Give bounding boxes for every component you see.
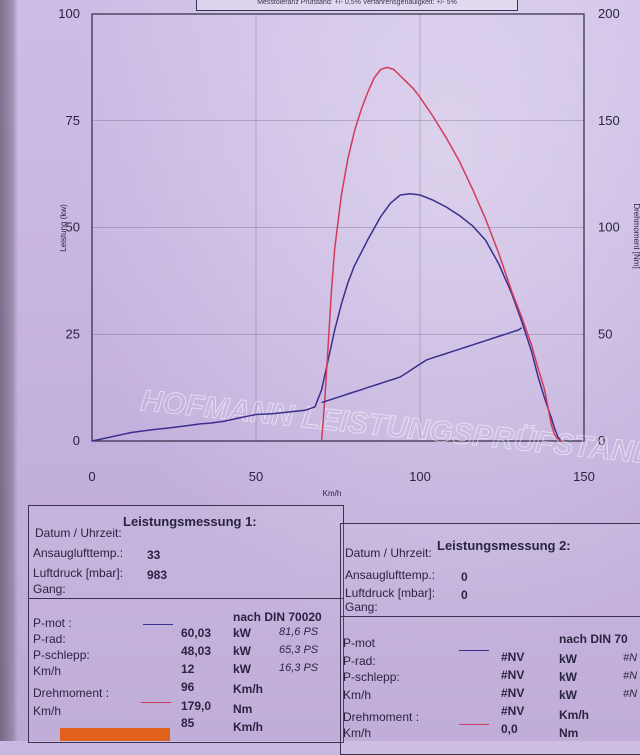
panel-2-row-label: Km/h xyxy=(343,726,372,740)
panel-2-row-value: #NV xyxy=(501,704,525,718)
panel-1-row-value: 60,03 xyxy=(181,626,212,640)
x-tick-label: 100 xyxy=(409,469,431,484)
power-legend-line-2 xyxy=(459,650,489,651)
panel-2-row-unit: Nm xyxy=(559,726,579,740)
dyno-chart: 0 50 100 150 0 25 50 75 100 0 50 100 150 200 Km/h Lei… xyxy=(58,6,640,498)
panel-2-ansaug-label: Ansauglufttemp.: xyxy=(345,568,436,582)
panel-1-row-unit: kW xyxy=(233,626,251,640)
panel-1-row-label: P-rad: xyxy=(33,632,66,646)
power-legend-line xyxy=(143,624,173,625)
panel-1-row-unit: kW xyxy=(233,662,251,676)
panel-1-row-label: Km/h xyxy=(33,664,62,678)
panel-1-divider xyxy=(29,598,343,599)
y-tick-label: 0 xyxy=(73,433,80,448)
panel-1-luftdruck-label: Luftdruck [mbar]: xyxy=(33,566,124,580)
torque-legend-line-2 xyxy=(459,724,489,725)
panel-1-row-unit: Km/h xyxy=(233,720,263,734)
panel-1-gang-label: Gang: xyxy=(33,582,66,596)
panel-1-row-label: P-schlepp: xyxy=(33,648,90,662)
panel-2-row-unit: kW xyxy=(559,652,577,666)
series-layer xyxy=(91,66,562,442)
panel-1-ansaug-label: Ansauglufttemp.: xyxy=(33,546,124,560)
panel-1-row-unit: kW xyxy=(233,644,251,658)
x-tick-label: 0 xyxy=(88,469,95,484)
y-axis-label: Leistung (kw) xyxy=(59,204,68,252)
panel-1-row-value: 179,0 xyxy=(181,699,212,713)
panel-2-row-label: P-rad: xyxy=(343,654,376,668)
panel-1-ansaug-value: 33 xyxy=(147,548,161,562)
x-tick-label: 150 xyxy=(573,469,595,484)
panel-2-ansaug-value: 0 xyxy=(461,570,468,584)
y-right-tick-label: 50 xyxy=(598,326,612,341)
panel-2-row-value: #NV xyxy=(501,650,525,664)
y-right-tick-label: 150 xyxy=(598,113,620,128)
panel-2-row-value: #NV xyxy=(501,668,525,682)
tick-labels: 0 50 100 150 0 25 50 75 100 0 50 100 150 200 xyxy=(58,6,619,484)
panel-2-row-ps: #N xyxy=(623,688,638,700)
brand-strip xyxy=(60,728,170,741)
x-axis-label: Km/h xyxy=(323,489,342,498)
panel-2-luftdruck-label: Luftdruck [mbar]: xyxy=(345,586,436,600)
panel-2-row-label: Km/h xyxy=(343,688,372,702)
panel-2-divider xyxy=(341,616,640,617)
torque-legend-line xyxy=(141,702,171,703)
y-right-axis-label: Drehmoment [Nm] xyxy=(632,203,640,268)
panel-1-row-value: 96 xyxy=(181,680,195,694)
panel-1-row-unit: Km/h xyxy=(233,682,263,696)
panel-1-row-label: Drehmoment : xyxy=(33,686,110,700)
panel-2-din-label: nach DIN 70 xyxy=(559,632,628,646)
panel-1-row-label: P-mot : xyxy=(33,616,72,630)
torque-curve xyxy=(320,66,562,442)
panel-1-row-value: 48,03 xyxy=(181,644,212,658)
y-right-tick-label: 200 xyxy=(598,6,620,21)
panel-1-luftdruck-value: 983 xyxy=(147,568,168,582)
panel-2-row-unit: kW xyxy=(559,688,577,702)
panel-1-datum-label: Datum / Uhrzeit: xyxy=(35,526,122,540)
y-right-tick-label: 100 xyxy=(598,220,620,235)
panel-1-din-label: nach DIN 70020 xyxy=(233,610,322,624)
panel-2-row-value: 0,0 xyxy=(501,722,518,736)
panel-1-row-label: Km/h xyxy=(33,704,62,718)
panel-2-row-ps: #N xyxy=(623,670,638,682)
panel-1-row-value: 12 xyxy=(181,662,195,676)
panel-1-title: Leistungsmessung 1: xyxy=(123,514,257,529)
y-tick-label: 25 xyxy=(66,326,80,341)
power-curve xyxy=(91,193,562,442)
panel-2-gang-label: Gang: xyxy=(345,600,378,614)
y-right-tick-label: 0 xyxy=(598,433,605,448)
panel-2-row-ps: #N xyxy=(623,652,638,664)
panel-1-row-ps: 16,3 PS xyxy=(279,662,319,674)
x-tick-label: 50 xyxy=(249,469,263,484)
measurement-panel-1: Leistungsmessung 1: Datum / Uhrzeit: Ans… xyxy=(28,505,344,743)
panel-2-row-unit: kW xyxy=(559,670,577,684)
drag-curve xyxy=(321,327,523,404)
panel-1-row-ps: 65,3 PS xyxy=(279,644,319,656)
panel-2-row-label: P-schlepp: xyxy=(343,670,400,684)
panel-2-datum-label: Datum / Uhrzeit: xyxy=(345,546,432,560)
panel-1-row-value: 85 xyxy=(181,716,195,730)
panel-2-luftdruck-value: 0 xyxy=(461,588,468,602)
y-tick-label: 50 xyxy=(66,220,80,235)
panel-1-row-ps: 81,6 PS xyxy=(279,626,319,638)
measurement-panel-2: Leistungsmessung 2: Datum / Uhrzeit: Ans… xyxy=(340,523,640,755)
panel-2-row-unit: Km/h xyxy=(559,708,589,722)
tolerance-note: Messtoleranz Prüfstand: +/- 0,5% Verfahr… xyxy=(196,0,518,11)
panel-2-title: Leistungsmessung 2: xyxy=(437,538,571,553)
panel-2-row-label: Drehmoment : xyxy=(343,710,420,724)
y-tick-label: 75 xyxy=(66,113,80,128)
y-tick-label: 100 xyxy=(58,6,80,21)
background-edge xyxy=(0,0,18,741)
panel-2-row-label: P-mot xyxy=(343,636,376,650)
panel-2-row-value: #NV xyxy=(501,686,525,700)
panel-1-row-unit: Nm xyxy=(233,702,253,716)
watermark: HOFMANN LEISTUNGSPRÜFSTAND xyxy=(139,384,640,471)
